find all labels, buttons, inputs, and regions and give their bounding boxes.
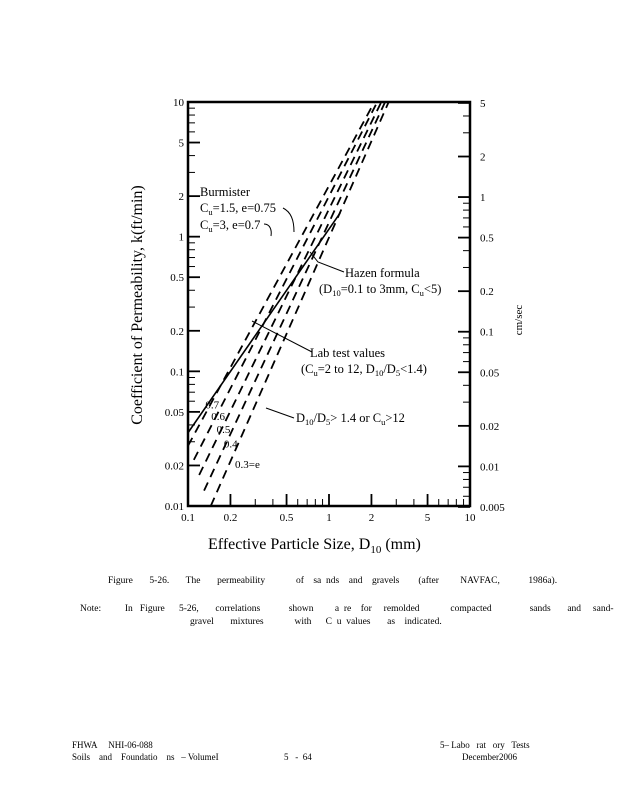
y-tick-label: 2 bbox=[179, 191, 185, 203]
footer-left-2: Soils and Foundatio ns – VolumeI bbox=[72, 752, 219, 762]
right-tick-label: 0.02 bbox=[480, 421, 499, 433]
x-tick-label: 1 bbox=[326, 512, 332, 524]
series-label: 0.7 bbox=[205, 399, 219, 411]
y-tick-label: 5 bbox=[179, 138, 185, 150]
lab-title: Lab test values bbox=[310, 346, 385, 360]
lab-annotation: Lab test values (Cu=2 to 12, D10/D5<1.4) bbox=[251, 320, 427, 378]
right-tick-label: 0.2 bbox=[480, 286, 494, 298]
lab-leader bbox=[251, 320, 313, 353]
footer-right-2: December2006 bbox=[462, 752, 517, 762]
footer-left-1: FHWA NHI-06-088 bbox=[72, 740, 153, 750]
burmister-leader-1 bbox=[282, 207, 295, 233]
right-tick-label: 5 bbox=[480, 98, 486, 110]
y-tick-label: 10 bbox=[173, 97, 185, 109]
burmister-title: Burmister bbox=[200, 185, 251, 199]
right-tick-label: 0.005 bbox=[480, 502, 505, 514]
hazen-line1: (D10=0.1 to 3mm, Cu<5) bbox=[319, 282, 441, 298]
y-tick-label: 0.05 bbox=[165, 407, 185, 419]
series-line bbox=[198, 101, 383, 476]
x-tick-label: 10 bbox=[465, 512, 477, 524]
burmister-leader-2 bbox=[263, 223, 272, 237]
hazen-annotation: Hazen formula (D10=0.1 to 3mm, Cu<5) bbox=[309, 251, 441, 298]
series-label: 0.4 bbox=[224, 439, 238, 451]
figure-caption: Figure 5-26. The permeability of sa nds … bbox=[108, 576, 558, 586]
hazen-title: Hazen formula bbox=[345, 266, 420, 280]
x-tick-label: 5 bbox=[425, 512, 431, 524]
note-line-1: Note: In Figure 5-26, correlations shown… bbox=[80, 604, 614, 614]
y-tick-label: 0.02 bbox=[165, 460, 184, 472]
footer-page-number: 5 - 64 bbox=[284, 752, 312, 762]
x-tick-label: 0.1 bbox=[181, 512, 195, 524]
y-tick-label: 0.01 bbox=[165, 501, 184, 513]
right-tick-label: 0.01 bbox=[480, 461, 499, 473]
burmister-line1: Cu=1.5, e=0.75 bbox=[200, 201, 276, 217]
y-tick-label: 0.1 bbox=[170, 366, 184, 378]
right-axis-label: cm/sec bbox=[513, 305, 525, 336]
hazen-leader bbox=[309, 251, 345, 273]
x-axis-label: Effective Particle Size, D10 (mm) bbox=[208, 536, 421, 556]
y-tick-label: 0.2 bbox=[170, 326, 184, 338]
series-line bbox=[193, 101, 379, 461]
series-label: 0.3=e bbox=[235, 459, 260, 471]
series-label: 0.6 bbox=[211, 411, 225, 423]
x-tick-label: 2 bbox=[369, 512, 375, 524]
d10-line: D10/D5> 1.4 or Cu>12 bbox=[296, 411, 405, 427]
lab-line1: (Cu=2 to 12, D10/D5<1.4) bbox=[301, 362, 427, 378]
series-line bbox=[187, 101, 376, 447]
d10-annotation: D10/D5> 1.4 or Cu>12 bbox=[265, 407, 405, 427]
x-tick-label: 0.2 bbox=[224, 512, 238, 524]
series-label: 0.5 bbox=[217, 424, 231, 436]
right-tick-label: 2 bbox=[480, 152, 486, 164]
burmister-annotation: Burmister Cu=1.5, e=0.75 Cu=3, e=0.7 bbox=[200, 185, 295, 237]
note-line-2: gravel mixtures with C u values as indic… bbox=[190, 617, 442, 627]
right-tick-label: 0.05 bbox=[480, 367, 500, 379]
x-tick-label: 0.5 bbox=[280, 512, 294, 524]
d10-leader bbox=[265, 407, 295, 419]
y-axis-label: Coefficient of Permeability, k(ft/min) bbox=[129, 185, 146, 425]
right-tick-label: 0.1 bbox=[480, 327, 494, 339]
y-tick-label: 1 bbox=[179, 232, 185, 244]
burmister-line2: Cu=3, e=0.7 bbox=[200, 218, 260, 234]
right-tick-label: 1 bbox=[480, 192, 486, 204]
y-tick-label: 0.5 bbox=[170, 272, 184, 284]
right-tick-label: 0.5 bbox=[480, 233, 494, 245]
series-line bbox=[203, 101, 386, 492]
footer-right-1: 5– Labo rat ory Tests bbox=[440, 740, 530, 750]
series-line bbox=[209, 101, 390, 507]
